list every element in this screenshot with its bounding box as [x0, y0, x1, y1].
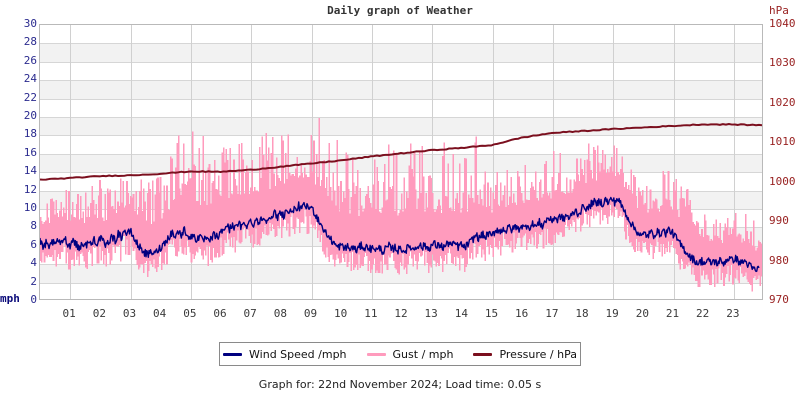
- x-axis-tick-label: 17: [545, 307, 559, 320]
- y-axis-left-tick-label: 14: [23, 164, 37, 178]
- legend-label: Wind Speed /mph: [249, 347, 347, 361]
- gridline-horizontal: [40, 172, 762, 173]
- gridline-vertical: [312, 25, 313, 299]
- gridline-vertical: [70, 25, 71, 299]
- y-axis-right-unit: hPa: [769, 4, 789, 17]
- y-axis-left-tick-label: 20: [23, 109, 37, 122]
- series-svg: [40, 118, 762, 292]
- x-axis-tick-label: 19: [605, 307, 619, 320]
- gridline-vertical: [493, 25, 494, 299]
- y-axis-left-tick-label: 28: [23, 35, 37, 49]
- x-axis-tick-label: 07: [243, 307, 257, 320]
- gridline-horizontal: [40, 99, 762, 100]
- x-axis-tick-label: 13: [424, 307, 438, 320]
- y-axis-left-tick-label: 4: [30, 256, 37, 270]
- gridline-vertical: [372, 25, 373, 299]
- gridline-horizontal: [40, 117, 762, 118]
- legend-item[interactable]: Gust / mph: [366, 347, 454, 361]
- y-axis-left-tick-label: 24: [23, 72, 37, 86]
- x-axis-tick-label: 08: [273, 307, 287, 320]
- pressure-series: [40, 123, 762, 181]
- y-axis-right-tick-label: 1000: [769, 174, 796, 188]
- x-axis-tick-label: 14: [454, 307, 468, 320]
- plot-area: [39, 24, 763, 300]
- x-axis-tick-label: 03: [122, 307, 137, 320]
- plot-band: [40, 43, 762, 62]
- gust-series: [40, 118, 762, 292]
- y-axis-left-tick-label: 16: [23, 145, 37, 159]
- x-axis-tick-label: 02: [92, 307, 106, 320]
- x-axis-tick-label: 16: [515, 307, 529, 320]
- y-axis-left-tick-label: 6: [30, 237, 37, 251]
- y-axis-left-tick-label: 26: [23, 53, 37, 67]
- x-axis-tick-label: 09: [303, 307, 318, 320]
- legend-label: Pressure / hPa: [499, 347, 577, 361]
- y-axis-left-tick-label: 0: [30, 293, 37, 306]
- y-axis-right-tick-label: 980: [769, 253, 789, 267]
- gridline-horizontal: [40, 154, 762, 155]
- y-axis-left-tick-label: 30: [23, 17, 37, 30]
- y-axis-right-tick-label: 1040: [769, 17, 796, 30]
- gridline-vertical: [734, 25, 735, 299]
- y-axis-right-tick-label: 990: [769, 214, 789, 228]
- y-axis-right-tick-label: 1020: [769, 95, 796, 109]
- x-axis-tick-label: 01: [62, 307, 76, 320]
- x-axis-tick-label: 04: [153, 307, 167, 320]
- gridline-vertical: [432, 25, 433, 299]
- y-axis-left-tick-label: 8: [30, 219, 37, 233]
- wind-speed-series: [40, 196, 760, 273]
- x-axis-tick-label: 23: [726, 307, 740, 320]
- legend-label: Gust / mph: [392, 347, 454, 361]
- x-axis-tick-label: 20: [635, 307, 649, 320]
- legend-color-swatch: [366, 352, 386, 356]
- legend-color-swatch: [473, 352, 493, 356]
- x-axis-tick-label: 11: [364, 307, 378, 320]
- chart-legend: Wind Speed /mph Gust / mph Pressure / hPa: [219, 342, 581, 366]
- gridline-vertical: [131, 25, 132, 299]
- plot-band: [40, 80, 762, 99]
- x-axis-tick-label: 05: [183, 307, 197, 320]
- gridline-vertical: [674, 25, 675, 299]
- plot-series-layer: [40, 25, 762, 299]
- gridline-horizontal: [40, 283, 762, 284]
- y-axis-left-tick-label: 22: [23, 90, 37, 104]
- x-axis-tick-label: 15: [484, 307, 499, 320]
- legend-item[interactable]: Pressure / hPa: [473, 348, 577, 361]
- y-axis-right-tick-label: 970: [769, 293, 789, 306]
- gridline-horizontal: [40, 191, 762, 192]
- plot-band: [40, 264, 762, 283]
- x-axis-tick-label: 12: [394, 307, 408, 320]
- y-axis-left-tick-label: 2: [30, 274, 37, 288]
- x-axis-tick-label: 10: [334, 307, 348, 320]
- y-axis-right-tick-label: 1030: [769, 56, 796, 70]
- gridline-vertical: [613, 25, 614, 299]
- x-axis-tick-label: 21: [665, 307, 680, 320]
- graph-footer: Graph for: 22nd November 2024; Load time…: [258, 378, 542, 391]
- gridline-horizontal: [40, 80, 762, 81]
- y-axis-left-tick-label: 18: [23, 127, 37, 141]
- y-axis-right-tick-label: 1010: [769, 135, 796, 149]
- legend-item[interactable]: Wind Speed /mph: [223, 348, 347, 361]
- x-axis-tick-label: 22: [696, 307, 710, 320]
- x-axis-tick-label: 18: [575, 307, 589, 320]
- y-axis-left-tick-label: 10: [23, 201, 37, 214]
- x-axis-tick-label: 06: [213, 307, 227, 320]
- y-axis-left-tick-label: 12: [23, 182, 37, 196]
- gridline-horizontal: [40, 135, 762, 136]
- gridline-vertical: [191, 25, 192, 299]
- page-title: Daily graph of Weather: [327, 4, 473, 17]
- gridline-horizontal: [40, 62, 762, 63]
- y-axis-left-unit: mph: [0, 292, 20, 305]
- gridline-horizontal: [40, 43, 762, 44]
- legend-color-swatch: [223, 352, 243, 356]
